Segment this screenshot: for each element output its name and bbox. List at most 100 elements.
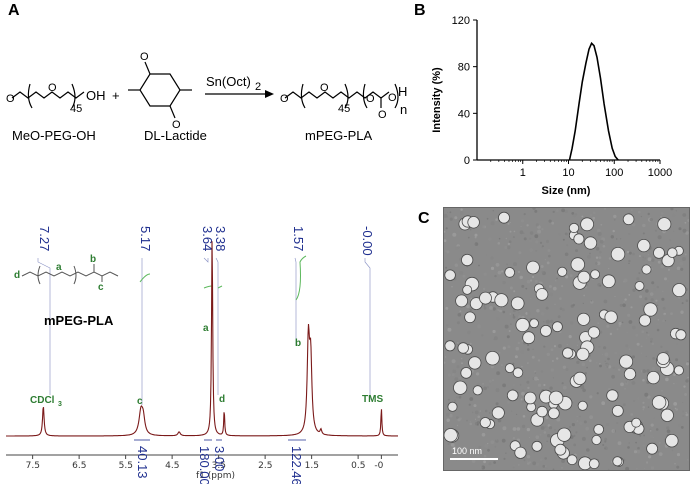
- tem-background-grain: [447, 442, 450, 445]
- tem-background-grain: [521, 424, 526, 429]
- tem-background-grain: [446, 250, 450, 254]
- tem-nanoparticle: [632, 418, 641, 427]
- tem-nanoparticle: [577, 348, 589, 361]
- tem-background-grain: [675, 408, 678, 411]
- tem-background-grain: [630, 413, 634, 416]
- tem-background-grain: [468, 380, 470, 382]
- tem-background-grain: [602, 244, 606, 248]
- tem-background-grain: [624, 381, 629, 385]
- tem-background-grain: [579, 421, 583, 425]
- tem-background-grain: [533, 451, 535, 453]
- tem-background-grain: [495, 402, 499, 406]
- tem-background-grain: [682, 414, 685, 418]
- tem-background-grain: [543, 383, 546, 387]
- tem-background-grain: [497, 418, 502, 423]
- tem-background-grain: [678, 227, 682, 231]
- tem-background-grain: [569, 426, 571, 428]
- tem-nanoparticle: [580, 332, 591, 343]
- tem-background-grain: [523, 237, 527, 241]
- tem-background-grain: [526, 380, 530, 384]
- annot-tms: TMS: [362, 394, 383, 405]
- tem-background-grain: [505, 237, 508, 240]
- tem-background-grain: [545, 239, 550, 244]
- integral-c: [139, 273, 151, 283]
- tem-background-grain: [610, 235, 614, 239]
- tem-background-grain: [643, 434, 645, 437]
- tem-background-grain: [523, 232, 525, 234]
- tem-background-grain: [675, 358, 679, 362]
- tem-background-grain: [685, 362, 689, 366]
- tem-nanoparticle: [515, 447, 526, 459]
- tem-background-grain: [549, 292, 554, 297]
- tem-background-grain: [647, 333, 650, 336]
- tem-background-grain: [541, 228, 544, 231]
- tem-background-grain: [444, 249, 447, 253]
- tem-background-grain: [561, 467, 563, 469]
- tem-background-grain: [513, 384, 515, 386]
- tem-background-grain: [518, 315, 522, 319]
- tem-background-grain: [555, 209, 559, 212]
- annot-cdcl3-sub: 3: [58, 401, 62, 408]
- tem-background-grain: [616, 422, 619, 424]
- tem-background-grain: [515, 346, 520, 351]
- tem-background-grain: [527, 460, 529, 463]
- tem-background-grain: [514, 355, 518, 359]
- tem-background-grain: [687, 219, 689, 222]
- tem-background-grain: [545, 306, 549, 310]
- tem-background-grain: [532, 461, 537, 466]
- tem-background-grain: [556, 357, 559, 360]
- tem-background-grain: [601, 401, 606, 406]
- tem-background-grain: [600, 223, 603, 226]
- annot-b: b: [295, 338, 301, 349]
- tem-background-grain: [519, 383, 522, 386]
- tem-background-grain: [635, 333, 639, 337]
- tem-background-grain: [521, 391, 525, 396]
- tem-background-grain: [660, 216, 663, 218]
- tem-background-grain: [586, 448, 590, 452]
- tem-background-grain: [620, 238, 622, 240]
- tem-background-grain: [651, 258, 655, 262]
- nmr-x-label: f1 (ppm): [196, 471, 235, 481]
- tem-background-grain: [621, 295, 623, 298]
- tem-nanoparticle: [588, 327, 600, 338]
- tem-background-grain: [632, 399, 636, 403]
- dls-x-tick-label: 10: [562, 167, 574, 179]
- tem-background-grain: [636, 277, 640, 281]
- product-ether-o: O: [320, 82, 329, 94]
- tem-background-grain: [477, 324, 481, 329]
- tem-background-grain: [449, 217, 453, 221]
- tem-background-grain: [607, 357, 610, 361]
- tem-background-grain: [662, 319, 665, 323]
- tem-background-grain: [607, 468, 610, 470]
- tem-background-grain: [575, 249, 578, 253]
- tem-nanoparticle: [480, 417, 490, 428]
- tem-background-grain: [655, 428, 659, 431]
- tem-nanoparticle: [495, 294, 508, 307]
- tem-background-grain: [569, 321, 574, 325]
- tem-background-grain: [614, 351, 618, 355]
- tem-background-grain: [555, 311, 558, 314]
- tem-background-grain: [526, 427, 531, 432]
- peak-label-1: 7.27: [37, 226, 52, 251]
- tem-background-grain: [647, 212, 650, 216]
- tem-background-grain: [457, 342, 459, 344]
- tem-background-grain: [483, 454, 487, 458]
- reaction-arrow-head: [265, 90, 274, 98]
- tem-background-grain: [537, 359, 541, 362]
- tem-background-grain: [585, 285, 588, 288]
- tem-background-grain: [454, 377, 459, 382]
- tem-background-grain: [520, 225, 522, 228]
- tem-background-grain: [673, 373, 676, 376]
- tem-background-grain: [632, 252, 635, 256]
- dls-y-tick-label: 40: [458, 108, 470, 120]
- tem-nanoparticle: [555, 444, 566, 455]
- tem-nanoparticle: [607, 390, 618, 401]
- tem-background-grain: [453, 399, 457, 402]
- tem-background-grain: [498, 237, 501, 240]
- tem-background-grain: [530, 297, 532, 300]
- tem-background-grain: [684, 393, 688, 396]
- tem-nanoparticle: [652, 396, 666, 409]
- tem-background-grain: [532, 208, 536, 210]
- tem-background-grain: [510, 323, 512, 325]
- tem-background-grain: [447, 398, 450, 401]
